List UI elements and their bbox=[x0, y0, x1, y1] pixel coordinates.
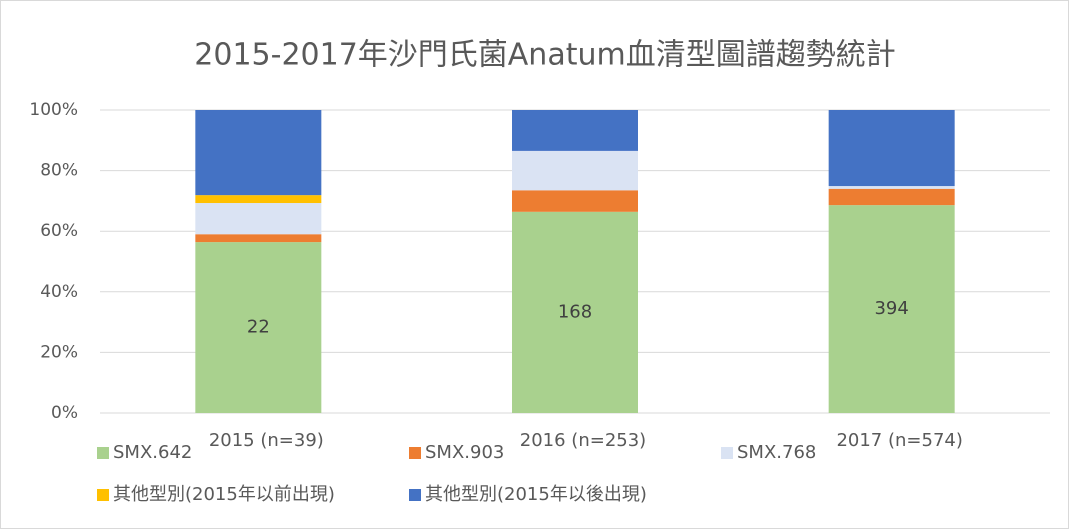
chart-title: 2015-2017年沙門氏菌Anatum血清型圖譜趨勢統計 bbox=[194, 38, 895, 73]
bar-segment bbox=[828, 186, 955, 189]
y-tick-label: 100% bbox=[29, 100, 78, 120]
bar-segment bbox=[195, 234, 322, 243]
bar-segment bbox=[512, 190, 638, 212]
bar-segment bbox=[195, 195, 322, 204]
bar-segment bbox=[828, 188, 955, 206]
bar-segment bbox=[195, 242, 322, 413]
legend-label: 其他型別(2015年以後出現) bbox=[425, 484, 647, 505]
legend-label: SMX.642 bbox=[113, 442, 192, 463]
legend-label: SMX.768 bbox=[737, 442, 816, 463]
y-tick-label: 20% bbox=[40, 342, 78, 362]
x-tick-label: 2016 (n=253) bbox=[520, 430, 646, 451]
bar-segment bbox=[512, 110, 638, 151]
legend-swatch bbox=[97, 447, 109, 459]
legend-label: SMX.903 bbox=[425, 442, 504, 463]
y-tick-label: 0% bbox=[51, 403, 78, 423]
bar-segment bbox=[512, 211, 638, 413]
y-tick-label: 60% bbox=[40, 221, 78, 241]
legend-swatch bbox=[97, 489, 109, 501]
x-tick-label: 2015 (n=39) bbox=[209, 430, 324, 451]
bar-annotation: 168 bbox=[558, 301, 592, 322]
legend-label: 其他型別(2015年以前出現) bbox=[113, 484, 335, 505]
y-tick-label: 80% bbox=[40, 161, 78, 181]
x-tick-label: 2017 (n=574) bbox=[836, 430, 962, 451]
legend-swatch bbox=[409, 447, 421, 459]
legend-swatch bbox=[721, 447, 733, 459]
bar-segment bbox=[195, 203, 322, 235]
bar-segment bbox=[512, 150, 638, 191]
bar-segment bbox=[195, 110, 322, 196]
y-tick-label: 40% bbox=[40, 282, 78, 302]
bar-annotation: 394 bbox=[874, 298, 908, 319]
bar-segment bbox=[828, 110, 955, 187]
legend-swatch bbox=[409, 489, 421, 501]
bar-segment bbox=[828, 205, 955, 413]
bar-annotation: 22 bbox=[247, 317, 270, 338]
